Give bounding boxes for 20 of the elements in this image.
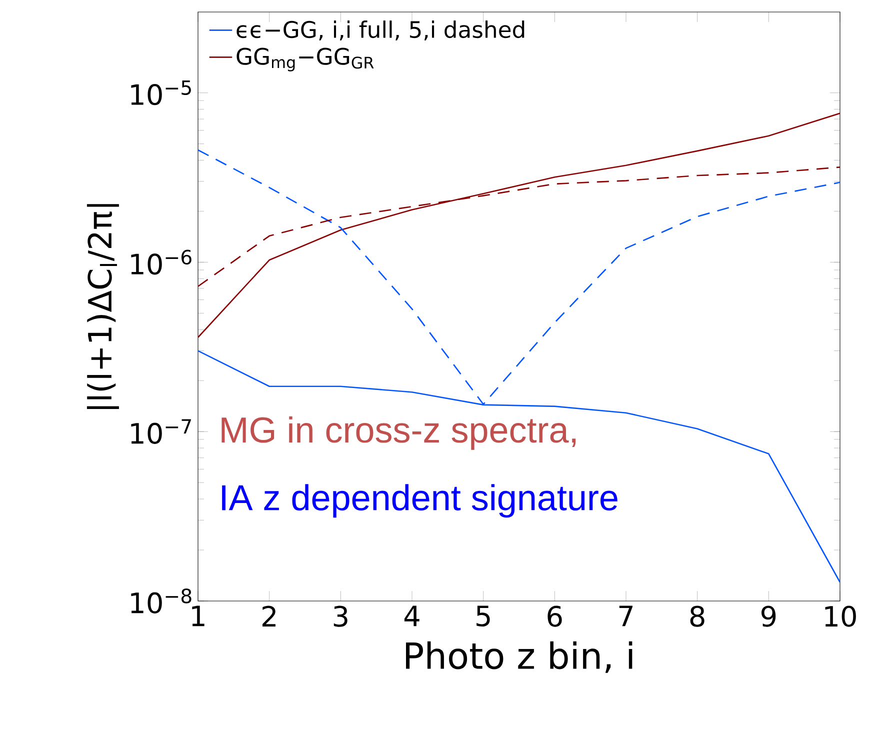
y-tick-label: 10$^{−6}$ — [131, 250, 192, 275]
y-axis-title: |l(l+1)ΔC$_{l}$/2π| — [86, 204, 119, 409]
x-tick-label: 8 — [690, 606, 704, 627]
legend-label: ϵϵ−GG, i,i full, 5,i dashed — [236, 20, 524, 40]
annotation: MG in cross-z spectra, — [222, 416, 576, 450]
x-tick-label: 4 — [404, 606, 420, 626]
y-tick-label: 10$^{−5}$ — [131, 80, 191, 106]
x-tick-label: 10 — [825, 606, 856, 627]
x-axis-title: Photo z bin, i — [406, 641, 632, 673]
x-tick-label: 5 — [476, 606, 490, 627]
x-tick-label: 1 — [192, 606, 204, 626]
x-tick-label: 2 — [262, 606, 276, 626]
legend-label: GG$_{mg}$−GG$_{GR}$ — [236, 48, 374, 72]
x-tick-label: 9 — [762, 606, 776, 627]
x-tick-label: 6 — [548, 606, 562, 627]
annotation: IA z dependent signature — [222, 484, 618, 518]
x-tick-label: 7 — [619, 606, 632, 626]
y-tick-label: 10$^{−7}$ — [131, 419, 191, 444]
x-tick-label: 3 — [334, 606, 348, 627]
y-tick-label: 10$^{−8}$ — [131, 588, 192, 614]
